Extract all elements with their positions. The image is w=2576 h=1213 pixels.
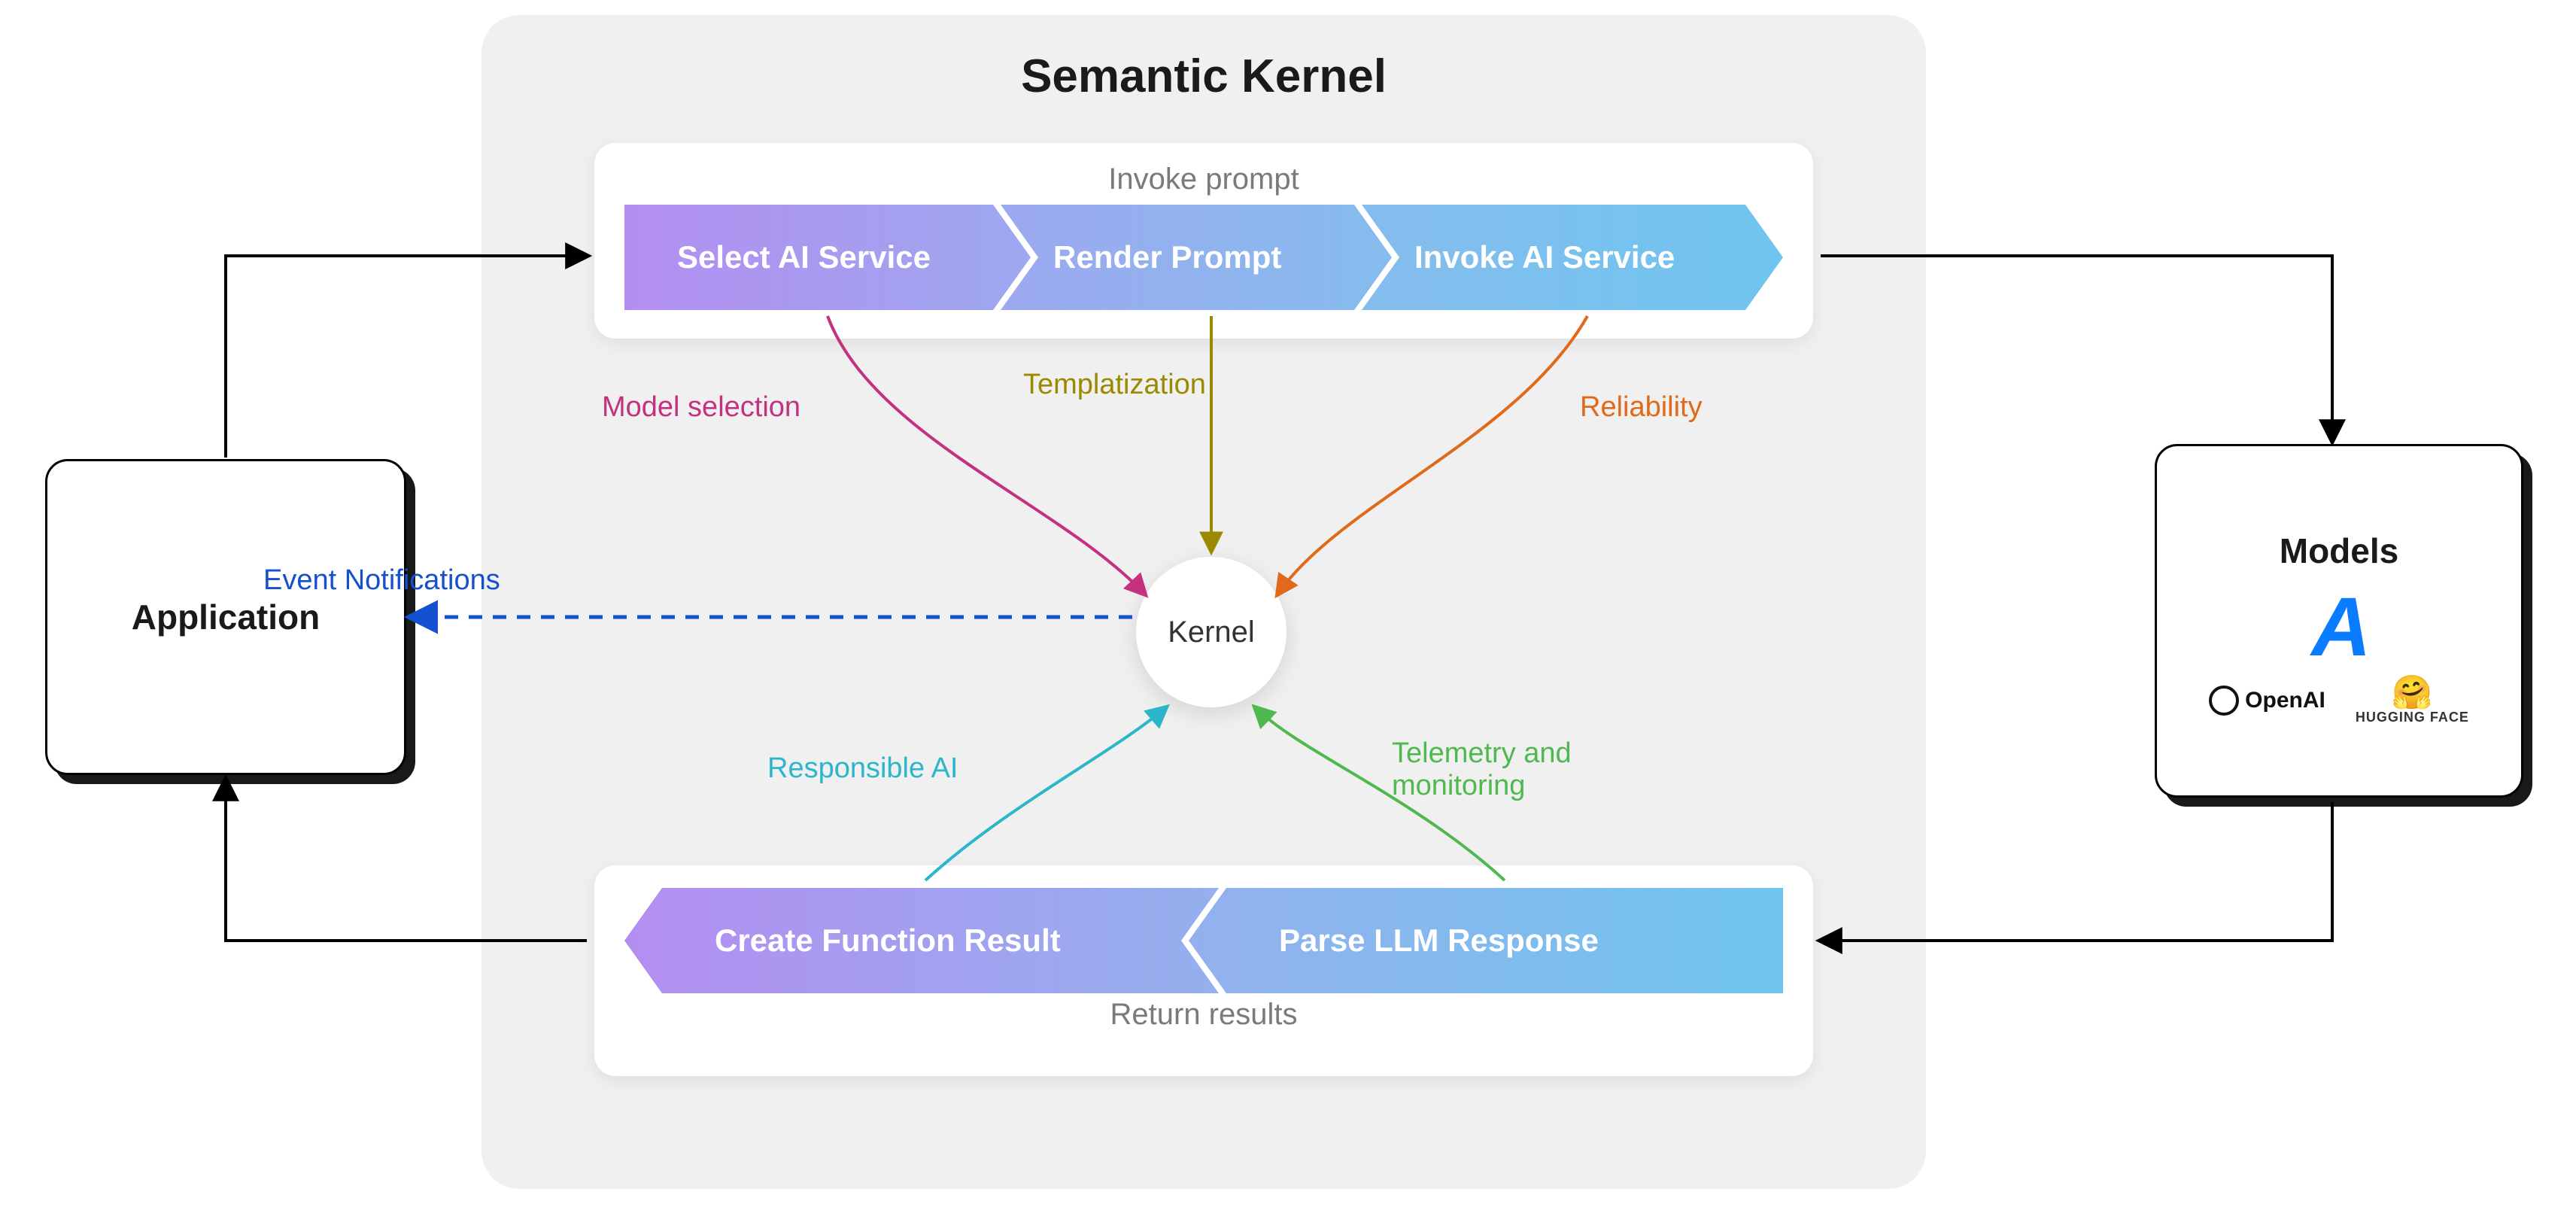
anno-event-notifications: Event Notifications (263, 564, 500, 597)
anno-model-selection: Model selection (602, 391, 800, 424)
step-render-prompt: Render Prompt (1001, 205, 1392, 310)
return-results-box: Create Function Result Parse LLM Respons… (594, 865, 1813, 1076)
step-invoke-ai-service-label: Invoke AI Service (1362, 239, 1675, 275)
step-parse-llm-response: Parse LLM Response (1189, 888, 1783, 993)
application-card: Application (45, 459, 406, 775)
invoke-prompt-label: Invoke prompt (594, 163, 1813, 196)
invoke-chevron-strip: Select AI Service Render Prompt Invoke A… (624, 205, 1783, 310)
return-results-label: Return results (594, 998, 1813, 1032)
models-title: Models (2280, 530, 2398, 571)
anno-reliability: Reliability (1580, 391, 1703, 424)
anno-responsible-ai: Responsible AI (767, 752, 958, 785)
invoke-prompt-box: Invoke prompt Select AI Service Render P… (594, 143, 1813, 339)
anno-templatization: Templatization (1023, 369, 1206, 401)
step-select-ai-service-label: Select AI Service (624, 239, 931, 275)
azure-logo: A (2311, 586, 2366, 669)
models-card: Models A OpenAI 🤗 HUGGING FACE (2155, 444, 2523, 798)
openai-label: OpenAI (2245, 688, 2325, 713)
huggingface-face-icon: 🤗 (2391, 676, 2433, 710)
step-select-ai-service: Select AI Service (624, 205, 1031, 310)
return-chevron-strip: Create Function Result Parse LLM Respons… (624, 888, 1783, 993)
step-create-function-result: Create Function Result (624, 888, 1219, 993)
application-title: Application (132, 597, 320, 637)
huggingface-logo: 🤗 HUGGING FACE (2356, 676, 2469, 725)
kernel-node: Kernel (1136, 557, 1286, 707)
step-render-prompt-label: Render Prompt (1001, 239, 1281, 275)
kernel-label: Kernel (1168, 616, 1255, 649)
huggingface-label: HUGGING FACE (2356, 710, 2469, 725)
openai-logo: OpenAI (2209, 686, 2325, 716)
step-invoke-ai-service: Invoke AI Service (1362, 205, 1783, 310)
step-parse-llm-response-label: Parse LLM Response (1189, 923, 1599, 959)
openai-swirl-icon (2209, 686, 2239, 716)
semantic-kernel-panel: Semantic Kernel Invoke prompt Select AI … (481, 15, 1926, 1189)
models-logos: A OpenAI 🤗 HUGGING FACE (2209, 586, 2469, 725)
semantic-kernel-title: Semantic Kernel (481, 50, 1926, 103)
anno-telemetry: Telemetry and monitoring (1392, 737, 1633, 802)
step-create-function-result-label: Create Function Result (624, 923, 1061, 959)
